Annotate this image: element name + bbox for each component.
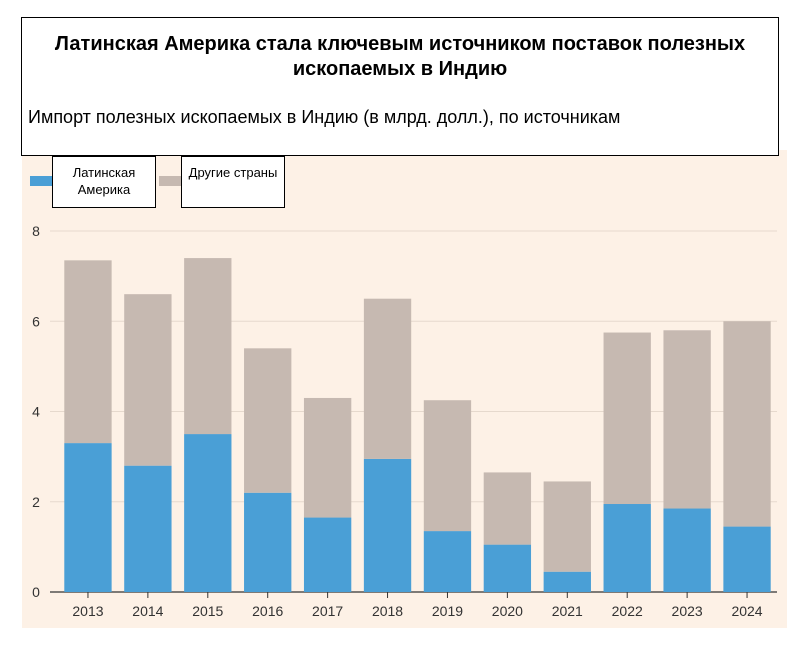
bar-latin-america — [184, 434, 232, 592]
title-box: Латинская Америка стала ключевым источни… — [21, 17, 779, 156]
legend-other-countries: Другие страны — [181, 156, 285, 208]
bar-other-countries — [363, 298, 412, 459]
bar-other-countries — [723, 321, 771, 527]
x-tick-label: 2020 — [492, 603, 523, 619]
x-tick-label: 2021 — [552, 603, 583, 619]
x-tick-label: 2014 — [132, 603, 163, 619]
bar-latin-america — [603, 504, 651, 592]
y-tick-label: 8 — [32, 223, 40, 239]
bar-other-countries — [603, 332, 651, 505]
bar-latin-america — [543, 571, 591, 592]
bar-other-countries — [423, 400, 472, 532]
legend-swatch-other — [159, 176, 181, 186]
bar-latin-america — [363, 458, 412, 592]
x-tick-label: 2013 — [72, 603, 103, 619]
x-tick-label: 2023 — [672, 603, 703, 619]
y-tick-label: 6 — [32, 313, 40, 329]
bar-other-countries — [663, 330, 711, 509]
y-tick-label: 4 — [32, 404, 40, 420]
x-tick-label: 2022 — [612, 603, 643, 619]
bar-latin-america — [124, 465, 172, 592]
bar-latin-america — [423, 531, 472, 592]
bar-latin-america — [663, 508, 711, 592]
x-tick-label: 2016 — [252, 603, 283, 619]
chart-title: Латинская Америка стала ключевым источни… — [54, 33, 746, 80]
bar-other-countries — [483, 472, 532, 545]
bar-latin-america — [64, 443, 112, 592]
bar-other-countries — [124, 294, 172, 466]
bar-other-countries — [184, 258, 232, 435]
legend-latin-america: Латинская Америка — [52, 156, 156, 208]
bar-other-countries — [244, 348, 292, 493]
legend-label-other-countries: Другие страны — [188, 165, 278, 180]
x-tick-label: 2017 — [312, 603, 343, 619]
y-tick-label: 0 — [32, 584, 40, 600]
bar-latin-america — [723, 526, 771, 592]
legend-label-latin-america: Латинская Америка — [72, 165, 136, 197]
chart-subtitle: Импорт полезных ископаемых в Индию (в мл… — [28, 107, 621, 127]
legend-swatch-latin-america — [30, 176, 52, 186]
x-tick-label: 2019 — [432, 603, 463, 619]
y-tick-label: 2 — [32, 494, 40, 510]
bar-other-countries — [543, 481, 591, 572]
bar-latin-america — [303, 517, 352, 592]
bar-latin-america — [244, 492, 292, 592]
x-tick-label: 2018 — [372, 603, 403, 619]
x-tick-label: 2024 — [731, 603, 762, 619]
bar-latin-america — [483, 544, 532, 592]
bar-other-countries — [303, 397, 352, 518]
bar-other-countries — [64, 260, 112, 444]
x-tick-label: 2015 — [192, 603, 223, 619]
